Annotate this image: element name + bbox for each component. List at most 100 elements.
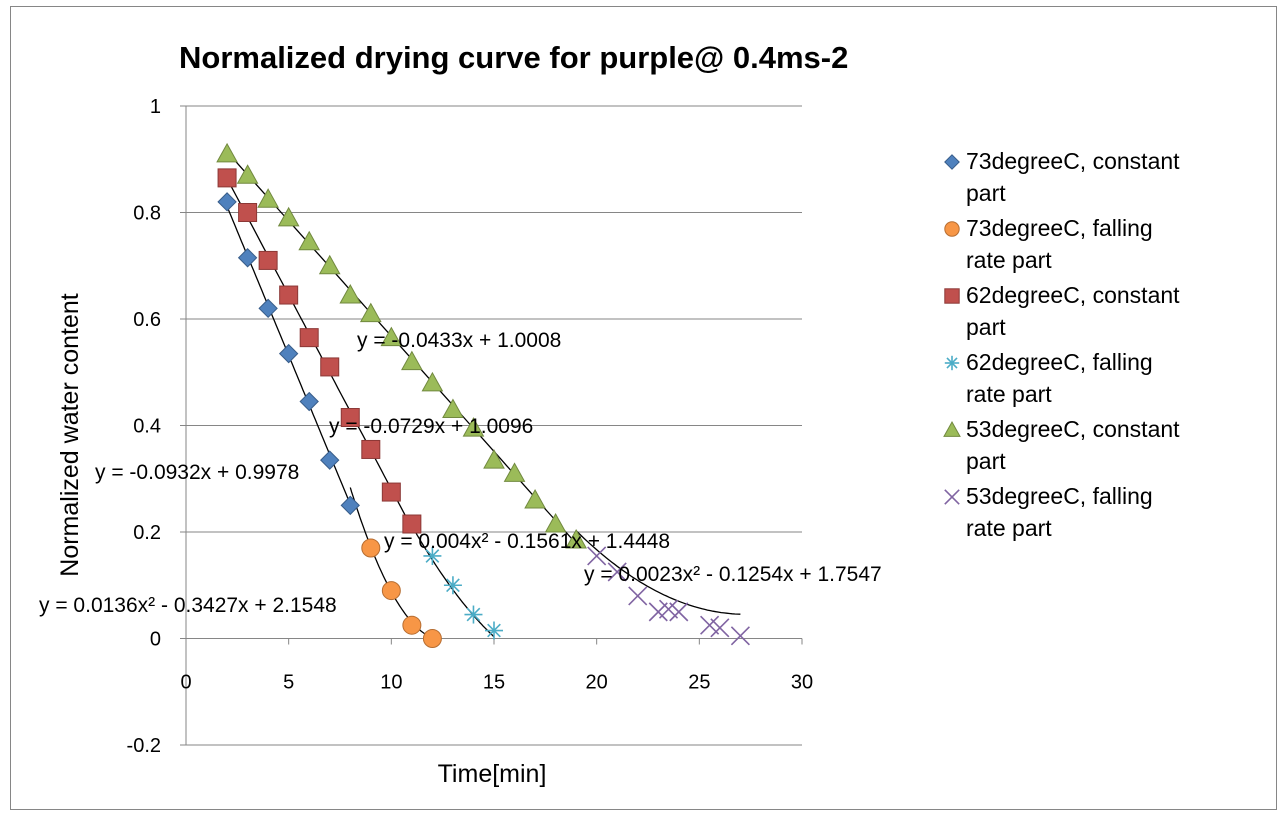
data-point-square [361, 439, 381, 459]
trendline [349, 487, 433, 639]
data-point-diamond [944, 154, 960, 170]
x-stroke [710, 618, 730, 638]
x-tick-label: 20 [586, 672, 608, 694]
legend-label: 62degreeC, constant part [966, 282, 1180, 340]
data-point-diamond [217, 192, 237, 212]
y-tick-label: 0.2 [133, 522, 161, 544]
data-point-x [607, 562, 627, 582]
legend-label: 62degreeC, falling rate part [966, 349, 1153, 407]
data-point-triangle [298, 230, 321, 251]
x-tick-label: 25 [688, 672, 710, 694]
y-tick-label: 0 [150, 629, 161, 651]
data-point-triangle [277, 206, 300, 227]
data-point-triangle [236, 164, 259, 184]
data-point-circle [402, 615, 422, 635]
chart-title: Normalized drying curve for purple@ 0.4m… [179, 40, 848, 75]
trendline-equations: y = -0.0932x + 0.9978 y = 0.0136x² - 0.34… [39, 329, 882, 617]
data-point-triangle [318, 254, 341, 275]
legend-label: 73degreeC, falling rate part [966, 215, 1153, 273]
data-point-star [423, 546, 442, 565]
y-axis-label: Normalized water content [56, 293, 84, 577]
data-point-square [944, 288, 960, 304]
x-tick-label: 30 [791, 672, 813, 694]
legend-item: 73degreeC, falling rate part [944, 215, 1153, 273]
data-point-star [443, 576, 462, 595]
y-tick-label: 0.6 [133, 309, 161, 331]
x-stroke [607, 562, 627, 582]
x-tick-labels: 0 5 10 15 20 25 30 [180, 672, 813, 694]
data-point-circle [944, 221, 960, 237]
trendline-equation: y = -0.0729x + 1.0096 [329, 415, 533, 438]
trendline [575, 530, 741, 615]
data-point-triangle [544, 512, 567, 533]
data-point-diamond [299, 391, 319, 412]
x-tick-label: 15 [483, 672, 505, 694]
x-stroke [944, 489, 960, 505]
data-point-square [402, 514, 422, 534]
data-point-triangle [339, 284, 362, 304]
data-points [216, 142, 750, 648]
data-point-diamond [237, 248, 258, 268]
data-point-triangle [524, 489, 546, 509]
data-point-diamond [340, 495, 360, 516]
data-point-triangle [503, 462, 526, 482]
data-point-circle [361, 538, 381, 558]
data-point-square [217, 168, 237, 188]
gridlines [180, 105, 802, 746]
y-tick-label: 0.4 [133, 416, 161, 438]
data-point-circle [422, 629, 442, 648]
y-tick-label: -0.2 [127, 735, 161, 757]
x-stroke [628, 586, 648, 606]
data-point-x [730, 626, 750, 646]
legend-item: 53degreeC, constant part [943, 416, 1180, 474]
data-point-x [944, 489, 960, 505]
x-tick-label: 10 [380, 672, 402, 694]
data-point-diamond [320, 450, 340, 470]
y-tick-label: 0.8 [133, 203, 161, 225]
y-tick-label: 1 [150, 96, 161, 118]
data-point-square [299, 328, 319, 348]
data-point-triangle [565, 528, 587, 549]
trendline-equation: y = 0.0023x² - 0.1254x + 1.7547 [584, 563, 882, 586]
data-point-circle [381, 581, 401, 601]
data-point-square [279, 285, 299, 305]
data-point-x [710, 618, 730, 638]
data-point-triangle [421, 371, 444, 392]
legend-item: 53degreeC, falling rate part [944, 483, 1153, 541]
x-axis-label: Time[min] [438, 760, 547, 788]
trendline-equation: y = -0.0932x + 0.9978 [95, 461, 299, 484]
x-stroke [730, 626, 750, 646]
data-point-x [669, 602, 689, 622]
data-point-triangle [462, 417, 485, 437]
legend: 73degreeC, constant part 73degreeC, fallin… [943, 148, 1180, 541]
x-tick-label: 0 [180, 672, 191, 694]
x-stroke [669, 602, 689, 622]
data-point-triangle [442, 398, 464, 419]
legend-label: 53degreeC, constant part [966, 416, 1180, 474]
data-point-triangle [216, 142, 238, 163]
legend-item: 62degreeC, constant part [944, 282, 1180, 340]
data-point-star [464, 605, 483, 624]
drying-curve-chart: Normalized drying curve for purple@ 0.4m… [39, 40, 1180, 788]
trendline-equation: y = -0.0433x + 1.0008 [357, 329, 561, 352]
data-point-square [340, 408, 360, 428]
chart-frame: Normalized drying curve for purple@ 0.4m… [10, 6, 1277, 810]
data-point-triangle [257, 188, 279, 208]
x-stroke [700, 615, 720, 635]
legend-item: 73degreeC, constant part [944, 148, 1180, 206]
data-point-square [238, 203, 258, 222]
data-point-triangle [943, 420, 961, 437]
x-tick-label: 5 [283, 672, 294, 694]
data-point-triangle [380, 326, 403, 347]
data-point-triangle [359, 302, 382, 323]
trendline [226, 178, 413, 529]
data-point-star [485, 621, 503, 640]
data-point-x [628, 586, 648, 606]
trendline-equation: y = 0.0136x² - 0.3427x + 2.1548 [39, 594, 337, 617]
data-point-square [258, 250, 278, 270]
legend-label: 73degreeC, constant part [966, 148, 1180, 206]
data-point-diamond [278, 343, 299, 364]
data-point-diamond [258, 298, 278, 319]
legend-label: 53degreeC, falling rate part [966, 483, 1153, 541]
x-stroke [658, 599, 679, 619]
